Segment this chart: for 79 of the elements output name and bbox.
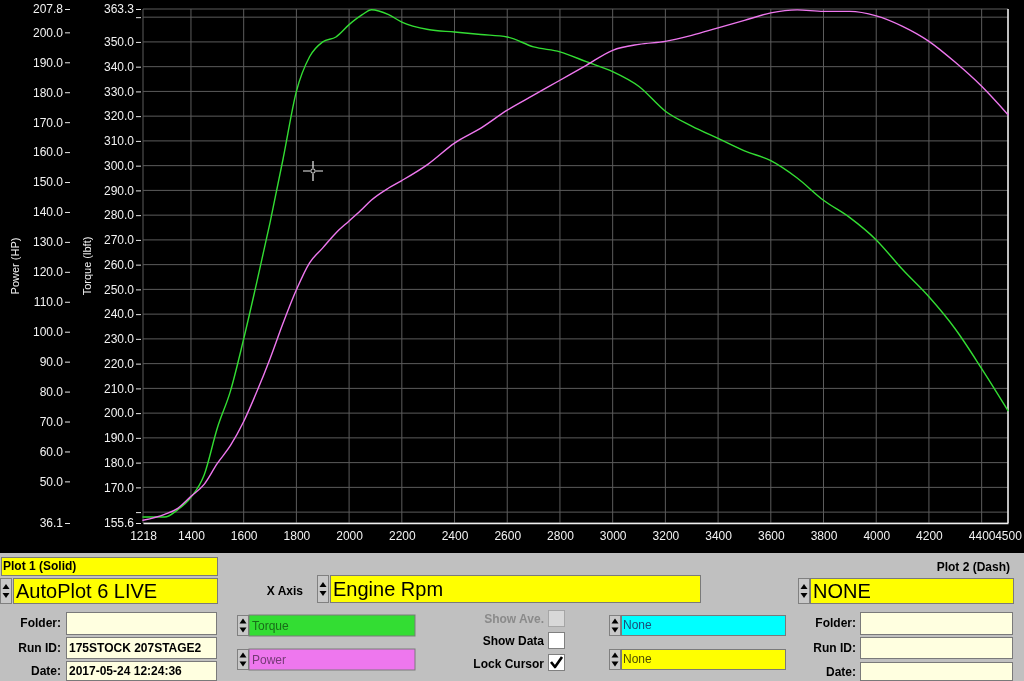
y2-tick-label: 240.0	[103, 307, 135, 322]
y2-tick-label: 363.3	[103, 2, 135, 17]
y2-tick-label: 210.0	[103, 381, 135, 396]
text: None	[623, 652, 653, 666]
y-tick-label: 90.0	[39, 354, 64, 369]
text: Lock Cursor	[473, 657, 545, 671]
y2-tick-label: 180.0	[103, 455, 135, 470]
y-tick-label: 180.0	[32, 85, 64, 100]
text: Power	[252, 652, 287, 667]
y-tick-label: 36.1	[39, 516, 64, 531]
y2-axis-title: Torque (lbft)	[81, 236, 93, 296]
text: 2017-05-24 12:24:36	[69, 664, 183, 678]
x-tick-label: 4200	[916, 528, 944, 543]
text: NONE	[813, 580, 871, 602]
x-tick-label: 1400	[178, 528, 206, 543]
y-tick-label: 170.0	[32, 115, 64, 130]
x-tick-label: 1800	[283, 528, 311, 543]
y-tick-label: 130.0	[32, 235, 64, 250]
y-tick-label: 207.8	[32, 2, 64, 17]
text: None	[623, 618, 653, 632]
y-tick-label: 190.0	[32, 55, 64, 70]
y-axis-title: Power (HP)	[9, 237, 21, 295]
text: Folder:	[815, 616, 856, 630]
x-tick-label: 1218	[130, 528, 158, 543]
x-tick-label: 3400	[705, 528, 733, 543]
y2-tick-label: 230.0	[103, 332, 135, 347]
y2-tick-label: 260.0	[103, 257, 135, 272]
y2-tick-label: 310.0	[103, 134, 135, 149]
x-tick-label: 2200	[388, 528, 416, 543]
text: Date:	[825, 665, 856, 679]
x-tick-label: 4500	[995, 528, 1023, 543]
text: Show Data	[482, 634, 545, 648]
y2-tick-label: 300.0	[103, 158, 135, 173]
text: Plot 2 (Dash)	[936, 560, 1010, 574]
y-tick-label: 80.0	[39, 384, 64, 399]
y2-tick-label: 170.0	[103, 480, 135, 495]
y-tick-label: 70.0	[39, 414, 64, 429]
y2-tick-label: 280.0	[103, 208, 135, 223]
x-tick-label: 3200	[652, 528, 680, 543]
y2-tick-label: 220.0	[103, 356, 135, 371]
y2-tick-label: 190.0	[103, 431, 135, 446]
y2-tick-label: 200.0	[103, 406, 135, 421]
y2-tick-label: 340.0	[103, 60, 135, 74]
y-tick-label: 150.0	[32, 175, 64, 190]
text: Folder:	[20, 616, 61, 630]
x-tick-label: 2400	[441, 528, 469, 543]
y2-tick-label: 350.0	[103, 35, 135, 50]
x-tick-label: 3000	[599, 528, 627, 543]
y-tick-label: 110.0	[33, 295, 64, 310]
text: 175STOCK 207STAGE2	[69, 641, 202, 655]
y2-tick-label: 320.0	[103, 109, 135, 124]
x-tick-label: 3800	[810, 528, 838, 543]
y-tick-label: 200.0	[32, 25, 64, 40]
y-tick-label: 50.0	[39, 474, 64, 489]
x-tick-label: 4000	[863, 528, 891, 543]
y2-tick-label: 250.0	[103, 282, 135, 297]
y-tick-label: 120.0	[32, 265, 64, 280]
text: Plot 1 (Solid)	[3, 559, 77, 573]
y2-tick-label: 330.0	[103, 84, 135, 99]
x-tick-label: 2600	[494, 528, 522, 543]
text: Torque	[252, 618, 290, 633]
y-tick-label: 160.0	[32, 145, 64, 160]
text: Date:	[30, 664, 61, 678]
y-tick-label: 100.0	[32, 325, 64, 340]
text: X Axis	[266, 584, 304, 598]
text: Run ID:	[813, 641, 856, 655]
y-tick-label: 60.0	[39, 444, 64, 459]
x-tick-label: 2000	[336, 528, 364, 543]
x-tick-label: 4400	[968, 528, 996, 543]
y-tick-label: 140.0	[32, 205, 64, 220]
y2-tick-label: 270.0	[103, 233, 135, 248]
y2-tick-label: 290.0	[103, 183, 135, 198]
x-tick-label: 2800	[547, 528, 575, 543]
x-tick-label: 3600	[757, 528, 785, 543]
text: AutoPlot 6 LIVE	[16, 580, 158, 602]
x-tick-label: 1600	[230, 528, 258, 543]
y2-tick-label: 155.6	[103, 516, 135, 531]
text: Run ID:	[18, 641, 61, 655]
x-axis-title: Engine Rpm	[333, 578, 444, 600]
